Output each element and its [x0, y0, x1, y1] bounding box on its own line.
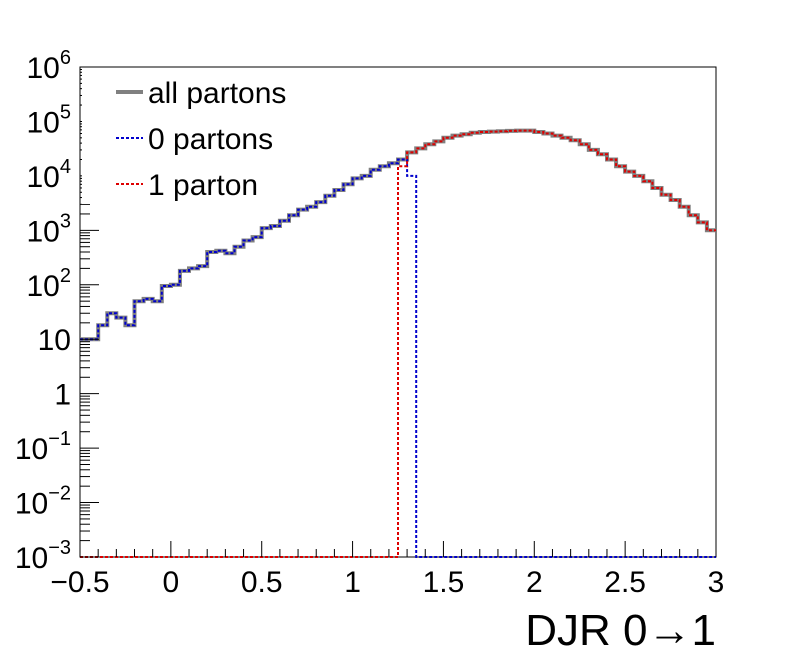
x-tick-label: 2 — [526, 566, 543, 599]
y-tick-label: 106 — [27, 47, 72, 85]
y-tick-label: 10−1 — [15, 428, 71, 466]
x-tick-label: −0.5 — [50, 566, 109, 599]
x-tick-label: 0.5 — [241, 566, 283, 599]
series-layer — [80, 128, 716, 558]
x-tick-label: 2.5 — [604, 566, 646, 599]
x-axis-title: DJR 0→1 — [525, 606, 716, 655]
series-line-0-partons — [80, 158, 716, 558]
y-tick-label: 103 — [27, 210, 72, 248]
series-line-all-partons — [80, 128, 716, 342]
legend-background — [82, 68, 254, 204]
x-tick-label: 1.5 — [423, 566, 465, 599]
y-tick-label: 10−3 — [15, 537, 71, 575]
x-tick-label: 0 — [163, 566, 180, 599]
legend-label: all partons — [148, 77, 286, 110]
legend-label: 1 parton — [148, 169, 258, 202]
y-tick-label: 104 — [27, 156, 72, 194]
x-tick-label: 3 — [708, 566, 725, 599]
x-tick-label: 1 — [344, 566, 361, 599]
y-tick-label: 105 — [27, 101, 72, 139]
legend: all partons 0 partons 1 parton — [82, 68, 286, 204]
y-tick-label: 10 — [38, 324, 71, 357]
y-tick-label: 1 — [54, 379, 71, 412]
legend-label: 0 partons — [148, 123, 273, 156]
y-tick-label: 10−2 — [15, 483, 71, 521]
y-tick-label: 102 — [27, 265, 72, 303]
series-line-1-parton — [80, 129, 716, 558]
